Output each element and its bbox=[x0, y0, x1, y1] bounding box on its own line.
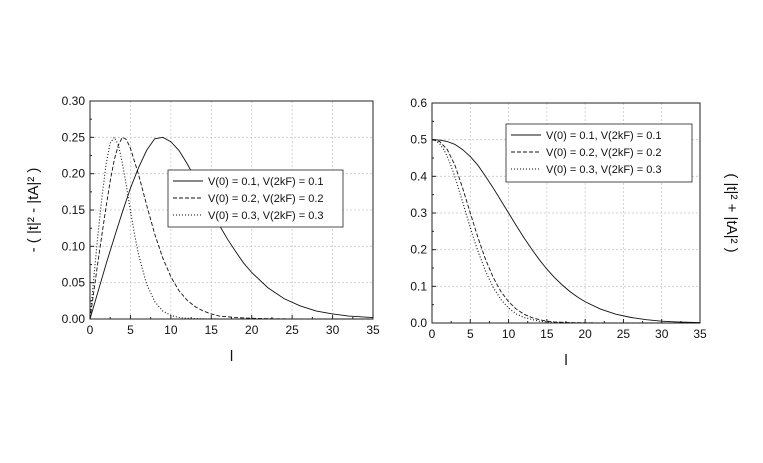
x-tick-label: 0 bbox=[429, 327, 436, 341]
x-tick-label: 25 bbox=[617, 327, 631, 341]
y-tick-label: 0.25 bbox=[62, 130, 86, 144]
y-axis-label: ( |t|² + |tA|² ) bbox=[723, 173, 740, 252]
y-tick-label: 0.3 bbox=[410, 206, 427, 220]
legend-label-1: V(0) = 0.1, V(2kF) = 0.1 bbox=[208, 176, 324, 188]
y-tick-label: 0.6 bbox=[410, 96, 427, 110]
x-tick-label: 10 bbox=[502, 327, 516, 341]
y-tick-label: 0.0 bbox=[410, 316, 427, 330]
x-axis-label: l bbox=[230, 348, 233, 365]
y-tick-label: 0.15 bbox=[62, 203, 86, 217]
series-line-2 bbox=[89, 136, 373, 320]
x-tick-label: 35 bbox=[366, 323, 380, 337]
chart-right: 0 5 10 15 20 25 30 35 0.0 0.1 0.2 0.3 0.4 0.5 0.6 l ( |t… bbox=[410, 96, 740, 369]
x-tick-label: 15 bbox=[540, 327, 554, 341]
series-line-2 bbox=[431, 139, 700, 324]
y-tick-label: 0.2 bbox=[410, 243, 427, 257]
series-line-3 bbox=[431, 139, 700, 324]
y-tick-label: 0.30 bbox=[62, 94, 86, 108]
x-tick-label: 30 bbox=[655, 327, 669, 341]
x-tick-label: 15 bbox=[205, 323, 219, 337]
chart-left: 0 5 10 15 20 25 30 35 0.00 0.05 0.10 0.15 0.20 0.25 0.… bbox=[25, 94, 380, 365]
x-axis-label: l bbox=[564, 352, 567, 369]
x-tick-label: 5 bbox=[467, 327, 474, 341]
y-tick-label: 0.5 bbox=[410, 133, 427, 147]
legend-label-2: V(0) = 0.2, V(2kF) = 0.2 bbox=[546, 147, 662, 159]
series-line-3 bbox=[89, 136, 373, 320]
x-tick-label: 30 bbox=[326, 323, 340, 337]
y-tick-label: 0.4 bbox=[410, 169, 427, 183]
legend-box bbox=[167, 169, 344, 228]
y-tick-label: 0.1 bbox=[410, 279, 427, 293]
x-tick-label: 0 bbox=[87, 323, 94, 337]
legend-label-3: V(0) = 0.3, V(2kF) = 0.3 bbox=[546, 164, 662, 176]
legend-label-3: V(0) = 0.3, V(2kF) = 0.3 bbox=[208, 210, 324, 222]
legend-label-2: V(0) = 0.2, V(2kF) = 0.2 bbox=[208, 193, 324, 205]
y-tick-label: 0.00 bbox=[62, 312, 86, 326]
x-tick-label: 5 bbox=[127, 323, 134, 337]
series-line-1 bbox=[89, 136, 374, 320]
x-tick-label: 20 bbox=[578, 327, 592, 341]
series-line-1 bbox=[431, 139, 701, 324]
x-tick-label: 25 bbox=[285, 323, 299, 337]
x-tick-label: 20 bbox=[245, 323, 259, 337]
y-tick-label: 0.10 bbox=[62, 239, 86, 253]
legend-box bbox=[505, 123, 693, 183]
legend-label-1: V(0) = 0.1, V(2kF) = 0.1 bbox=[546, 130, 662, 142]
y-tick-label: 0.05 bbox=[62, 276, 86, 290]
x-tick-label: 35 bbox=[693, 327, 707, 341]
y-tick-label: 0.20 bbox=[62, 167, 86, 181]
y-axis-label: - ( |t|² - |tA|² ) bbox=[25, 168, 42, 253]
x-tick-label: 10 bbox=[164, 323, 178, 337]
